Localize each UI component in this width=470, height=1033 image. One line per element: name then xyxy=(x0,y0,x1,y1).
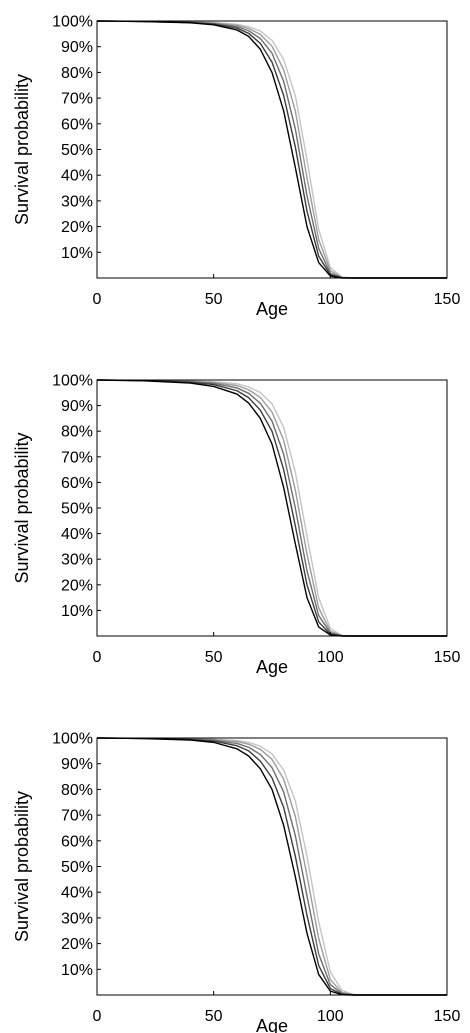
y-tick-label: 10% xyxy=(61,603,93,620)
y-tick-label: 40% xyxy=(61,526,93,543)
y-tick-label: 40% xyxy=(61,168,93,185)
y-axis-label: Survival probability xyxy=(12,791,32,942)
series-line-4 xyxy=(96,737,447,996)
y-tick-label: 40% xyxy=(61,885,93,902)
series-line-2 xyxy=(96,737,447,996)
x-axis-label: Age xyxy=(256,299,288,319)
y-tick-label: 90% xyxy=(61,398,93,415)
x-tick-label: 100 xyxy=(317,649,344,666)
axes-frame xyxy=(96,737,448,996)
x-tick-label: 50 xyxy=(205,649,223,666)
series-line-4 xyxy=(96,20,447,279)
series-line-1 xyxy=(96,737,447,996)
y-tick-label: 50% xyxy=(61,859,93,876)
y-tick-label: 80% xyxy=(61,424,93,441)
x-tick-label: 0 xyxy=(93,291,102,308)
y-axis-label: Survival probability xyxy=(12,432,32,583)
x-tick-label: 150 xyxy=(434,291,461,308)
y-tick-label: 90% xyxy=(61,39,93,56)
series-line-3 xyxy=(96,737,447,996)
x-axis-label: Age xyxy=(256,657,288,677)
series-line-1 xyxy=(96,20,447,279)
y-tick-label: 60% xyxy=(61,116,93,133)
y-tick-label: 10% xyxy=(61,962,93,979)
y-tick-label: 20% xyxy=(61,219,93,236)
axes-frame xyxy=(96,20,448,279)
y-tick-label: 20% xyxy=(61,936,93,953)
series-line-5 xyxy=(96,379,447,637)
series-line-4 xyxy=(96,379,447,637)
series-line-2 xyxy=(96,379,447,637)
x-tick-label: 0 xyxy=(93,649,102,666)
y-tick-label: 100% xyxy=(52,14,93,31)
y-tick-label: 30% xyxy=(61,910,93,927)
x-tick-label: 150 xyxy=(434,649,461,666)
y-tick-label: 20% xyxy=(61,577,93,594)
x-tick-label: 100 xyxy=(317,291,344,308)
y-tick-label: 70% xyxy=(61,808,93,825)
x-tick-label: 50 xyxy=(205,1008,223,1025)
series-line-3 xyxy=(96,20,447,279)
series-line-5 xyxy=(96,20,447,279)
y-tick-label: 80% xyxy=(61,65,93,82)
y-tick-label: 30% xyxy=(61,552,93,569)
y-tick-label: 10% xyxy=(61,245,93,262)
y-tick-label: 50% xyxy=(61,501,93,518)
x-tick-label: 50 xyxy=(205,291,223,308)
series-line-3 xyxy=(96,379,447,637)
y-tick-label: 90% xyxy=(61,756,93,773)
y-tick-label: 100% xyxy=(52,373,93,390)
axes-frame xyxy=(96,379,448,637)
x-axis-label: Age xyxy=(256,1016,288,1033)
x-tick-label: 100 xyxy=(317,1008,344,1025)
y-tick-label: 80% xyxy=(61,782,93,799)
x-tick-label: 0 xyxy=(93,1008,102,1025)
y-tick-label: 60% xyxy=(61,475,93,492)
y-axis-label: Survival probability xyxy=(12,74,32,225)
series-line-1 xyxy=(96,379,447,637)
y-tick-label: 60% xyxy=(61,833,93,850)
y-tick-label: 50% xyxy=(61,142,93,159)
series-line-2 xyxy=(96,20,447,279)
chart-panel-3: 10% 20% 30% 40% 50% 60% 70% 80% 90% 100% 0 50 100 150… xyxy=(12,731,460,1033)
y-tick-label: 70% xyxy=(61,449,93,466)
chart-panel-2: 10% 20% 30% 40% 50% 60% 70% 80% 90% 100% 0 50 100 150… xyxy=(12,373,460,678)
x-tick-label: 150 xyxy=(434,1008,461,1025)
y-tick-label: 70% xyxy=(61,91,93,108)
y-tick-label: 100% xyxy=(52,731,93,748)
series-line-5 xyxy=(96,737,447,996)
chart-panel-1: 10% 20% 30% 40% 50% 60% 70% 80% 90% 100% 0 50 100 150… xyxy=(12,14,460,320)
y-tick-label: 30% xyxy=(61,193,93,210)
